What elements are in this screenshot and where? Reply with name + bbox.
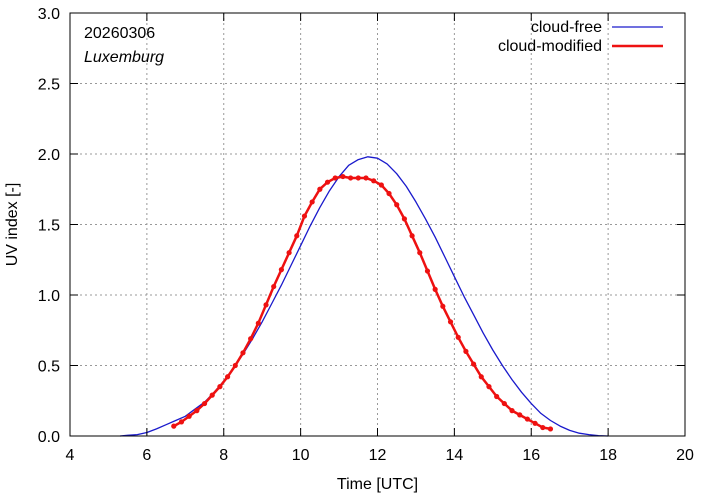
y-tick-label: 0.5 bbox=[38, 359, 60, 376]
data-point-cloud-modified bbox=[394, 202, 400, 208]
date-annotation: 20260306 bbox=[84, 25, 155, 42]
data-point-cloud-modified bbox=[201, 400, 208, 407]
x-tick-label: 6 bbox=[142, 447, 151, 464]
series-layer bbox=[119, 156, 609, 437]
data-point-cloud-modified bbox=[547, 426, 554, 432]
x-tick-label: 20 bbox=[676, 447, 694, 464]
data-point-cloud-modified bbox=[171, 423, 177, 429]
data-point-cloud-modified bbox=[417, 250, 423, 256]
data-point-cloud-modified bbox=[224, 374, 231, 380]
data-point-cloud-modified bbox=[432, 286, 438, 292]
data-point-cloud-modified bbox=[271, 283, 277, 290]
y-tick-label: 2.0 bbox=[38, 147, 60, 164]
data-point-cloud-modified bbox=[494, 393, 500, 400]
data-point-cloud-modified bbox=[470, 361, 477, 367]
x-tick-label: 16 bbox=[522, 447, 540, 464]
data-point-cloud-modified bbox=[371, 178, 377, 184]
data-point-cloud-modified bbox=[378, 182, 384, 188]
data-point-cloud-modified bbox=[440, 303, 446, 309]
data-point-cloud-modified bbox=[517, 412, 523, 418]
x-tick-label: 10 bbox=[292, 447, 310, 464]
data-point-cloud-modified bbox=[524, 416, 531, 422]
data-point-cloud-modified bbox=[401, 216, 408, 222]
series-line-cloud-free bbox=[119, 156, 609, 437]
data-point-cloud-modified bbox=[178, 419, 185, 425]
data-point-cloud-modified bbox=[478, 374, 484, 380]
data-point-cloud-modified bbox=[509, 408, 515, 414]
data-point-cloud-modified bbox=[463, 348, 469, 354]
data-point-cloud-modified bbox=[355, 175, 361, 181]
data-point-cloud-modified bbox=[347, 175, 354, 181]
data-point-cloud-modified bbox=[248, 336, 254, 342]
y-tick-label: 0.0 bbox=[38, 429, 60, 446]
data-point-cloud-modified bbox=[317, 186, 323, 192]
y-tick-label: 3.0 bbox=[38, 6, 60, 23]
data-point-cloud-modified bbox=[263, 302, 269, 308]
legend-label-cloud-free: cloud-free bbox=[531, 19, 602, 36]
grid-lines bbox=[70, 13, 685, 436]
data-point-cloud-modified bbox=[363, 175, 369, 181]
x-axis-label: Time [UTC] bbox=[337, 476, 418, 493]
data-point-cloud-modified bbox=[209, 392, 215, 398]
data-point-cloud-modified bbox=[501, 400, 507, 407]
axis-ticks: 4 6 8 10 12 14 16 18 20 0.0 0.5 1.0 1.5 2.0 2.5 3.0 bbox=[38, 6, 694, 464]
data-point-cloud-modified bbox=[186, 413, 192, 419]
x-tick-label: 4 bbox=[66, 447, 75, 464]
data-point-cloud-modified bbox=[309, 199, 315, 205]
data-point-cloud-modified bbox=[232, 362, 238, 369]
legend-label-cloud-modified: cloud-modified bbox=[498, 38, 602, 55]
data-point-cloud-modified bbox=[294, 233, 300, 239]
data-point-cloud-modified bbox=[286, 250, 292, 256]
x-tick-label: 8 bbox=[219, 447, 228, 464]
data-point-cloud-modified bbox=[386, 190, 392, 197]
data-point-cloud-modified bbox=[278, 267, 285, 273]
data-point-cloud-modified bbox=[424, 268, 431, 274]
legend: cloud-free cloud-modified bbox=[498, 19, 663, 55]
data-point-cloud-modified bbox=[332, 175, 338, 181]
data-point-cloud-modified bbox=[217, 384, 223, 390]
data-point-cloud-modified bbox=[194, 408, 200, 414]
data-point-cloud-modified bbox=[301, 213, 308, 219]
data-point-cloud-modified bbox=[486, 384, 492, 390]
y-tick-label: 1.0 bbox=[38, 288, 60, 305]
x-tick-label: 18 bbox=[599, 447, 617, 464]
data-point-cloud-modified bbox=[532, 420, 538, 426]
y-tick-label: 2.5 bbox=[38, 77, 60, 94]
series-line-cloud-modified bbox=[173, 175, 551, 431]
data-point-cloud-modified bbox=[240, 350, 246, 356]
y-axis-label: UV index [-] bbox=[4, 183, 21, 267]
data-point-cloud-modified bbox=[447, 319, 454, 325]
location-annotation: Luxemburg bbox=[84, 49, 164, 66]
y-tick-label: 1.5 bbox=[38, 218, 60, 235]
data-point-cloud-modified bbox=[540, 424, 546, 431]
data-point-cloud-modified bbox=[409, 233, 415, 239]
x-tick-label: 12 bbox=[369, 447, 387, 464]
x-tick-label: 14 bbox=[445, 447, 463, 464]
data-point-cloud-modified bbox=[455, 334, 461, 340]
data-point-cloud-modified bbox=[340, 173, 346, 180]
data-point-cloud-modified bbox=[255, 320, 261, 326]
data-point-cloud-modified bbox=[324, 179, 331, 185]
